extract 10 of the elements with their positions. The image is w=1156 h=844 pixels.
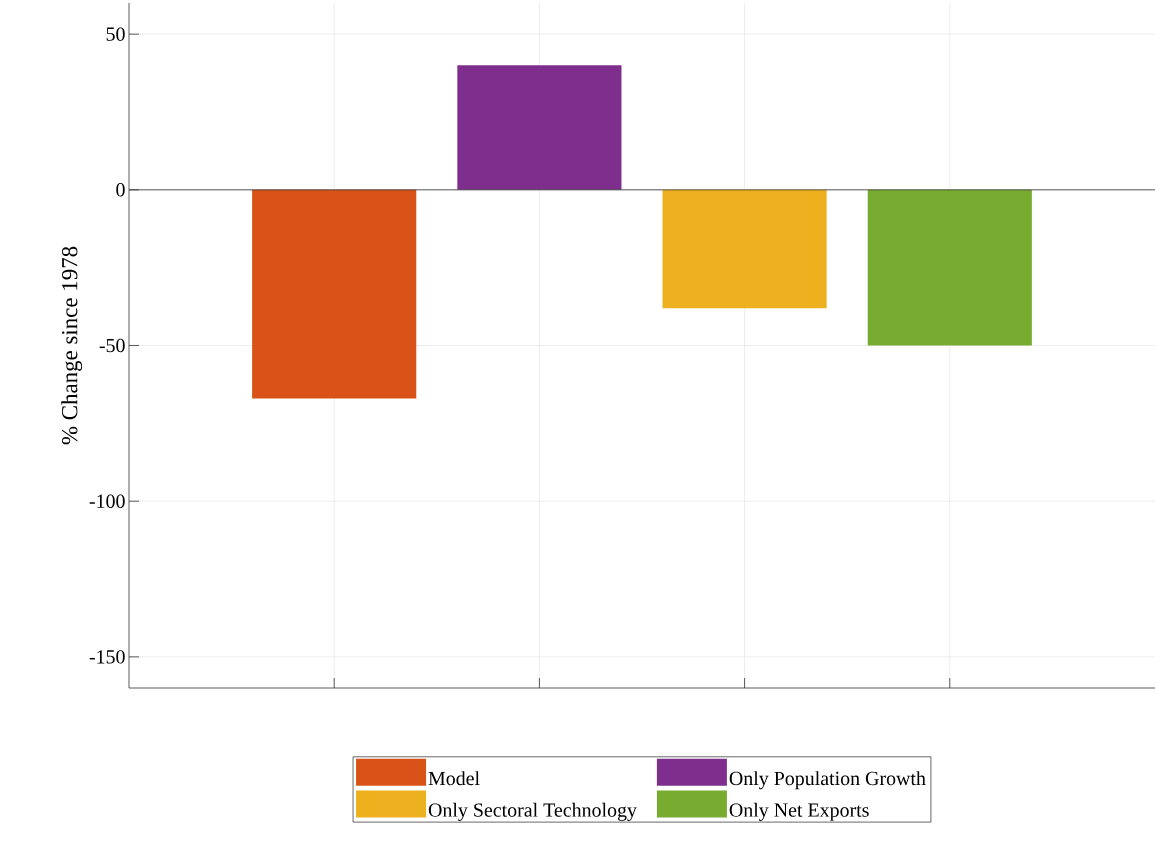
y-tick-label: -100 [89, 494, 125, 508]
y-tick-label: 50 [106, 27, 125, 41]
legend-label: Only Sectoral Technology [428, 802, 637, 821]
y-tick-label: 0 [116, 183, 125, 197]
y-tick-label: -150 [89, 650, 125, 664]
legend-label: Only Population Growth [729, 771, 926, 790]
legend-label: Model [428, 771, 480, 786]
y-tick-label: -50 [99, 338, 125, 353]
legend-label: Only Net Exports [729, 802, 869, 821]
y-axis-title: % Change since 1978 [61, 246, 83, 445]
